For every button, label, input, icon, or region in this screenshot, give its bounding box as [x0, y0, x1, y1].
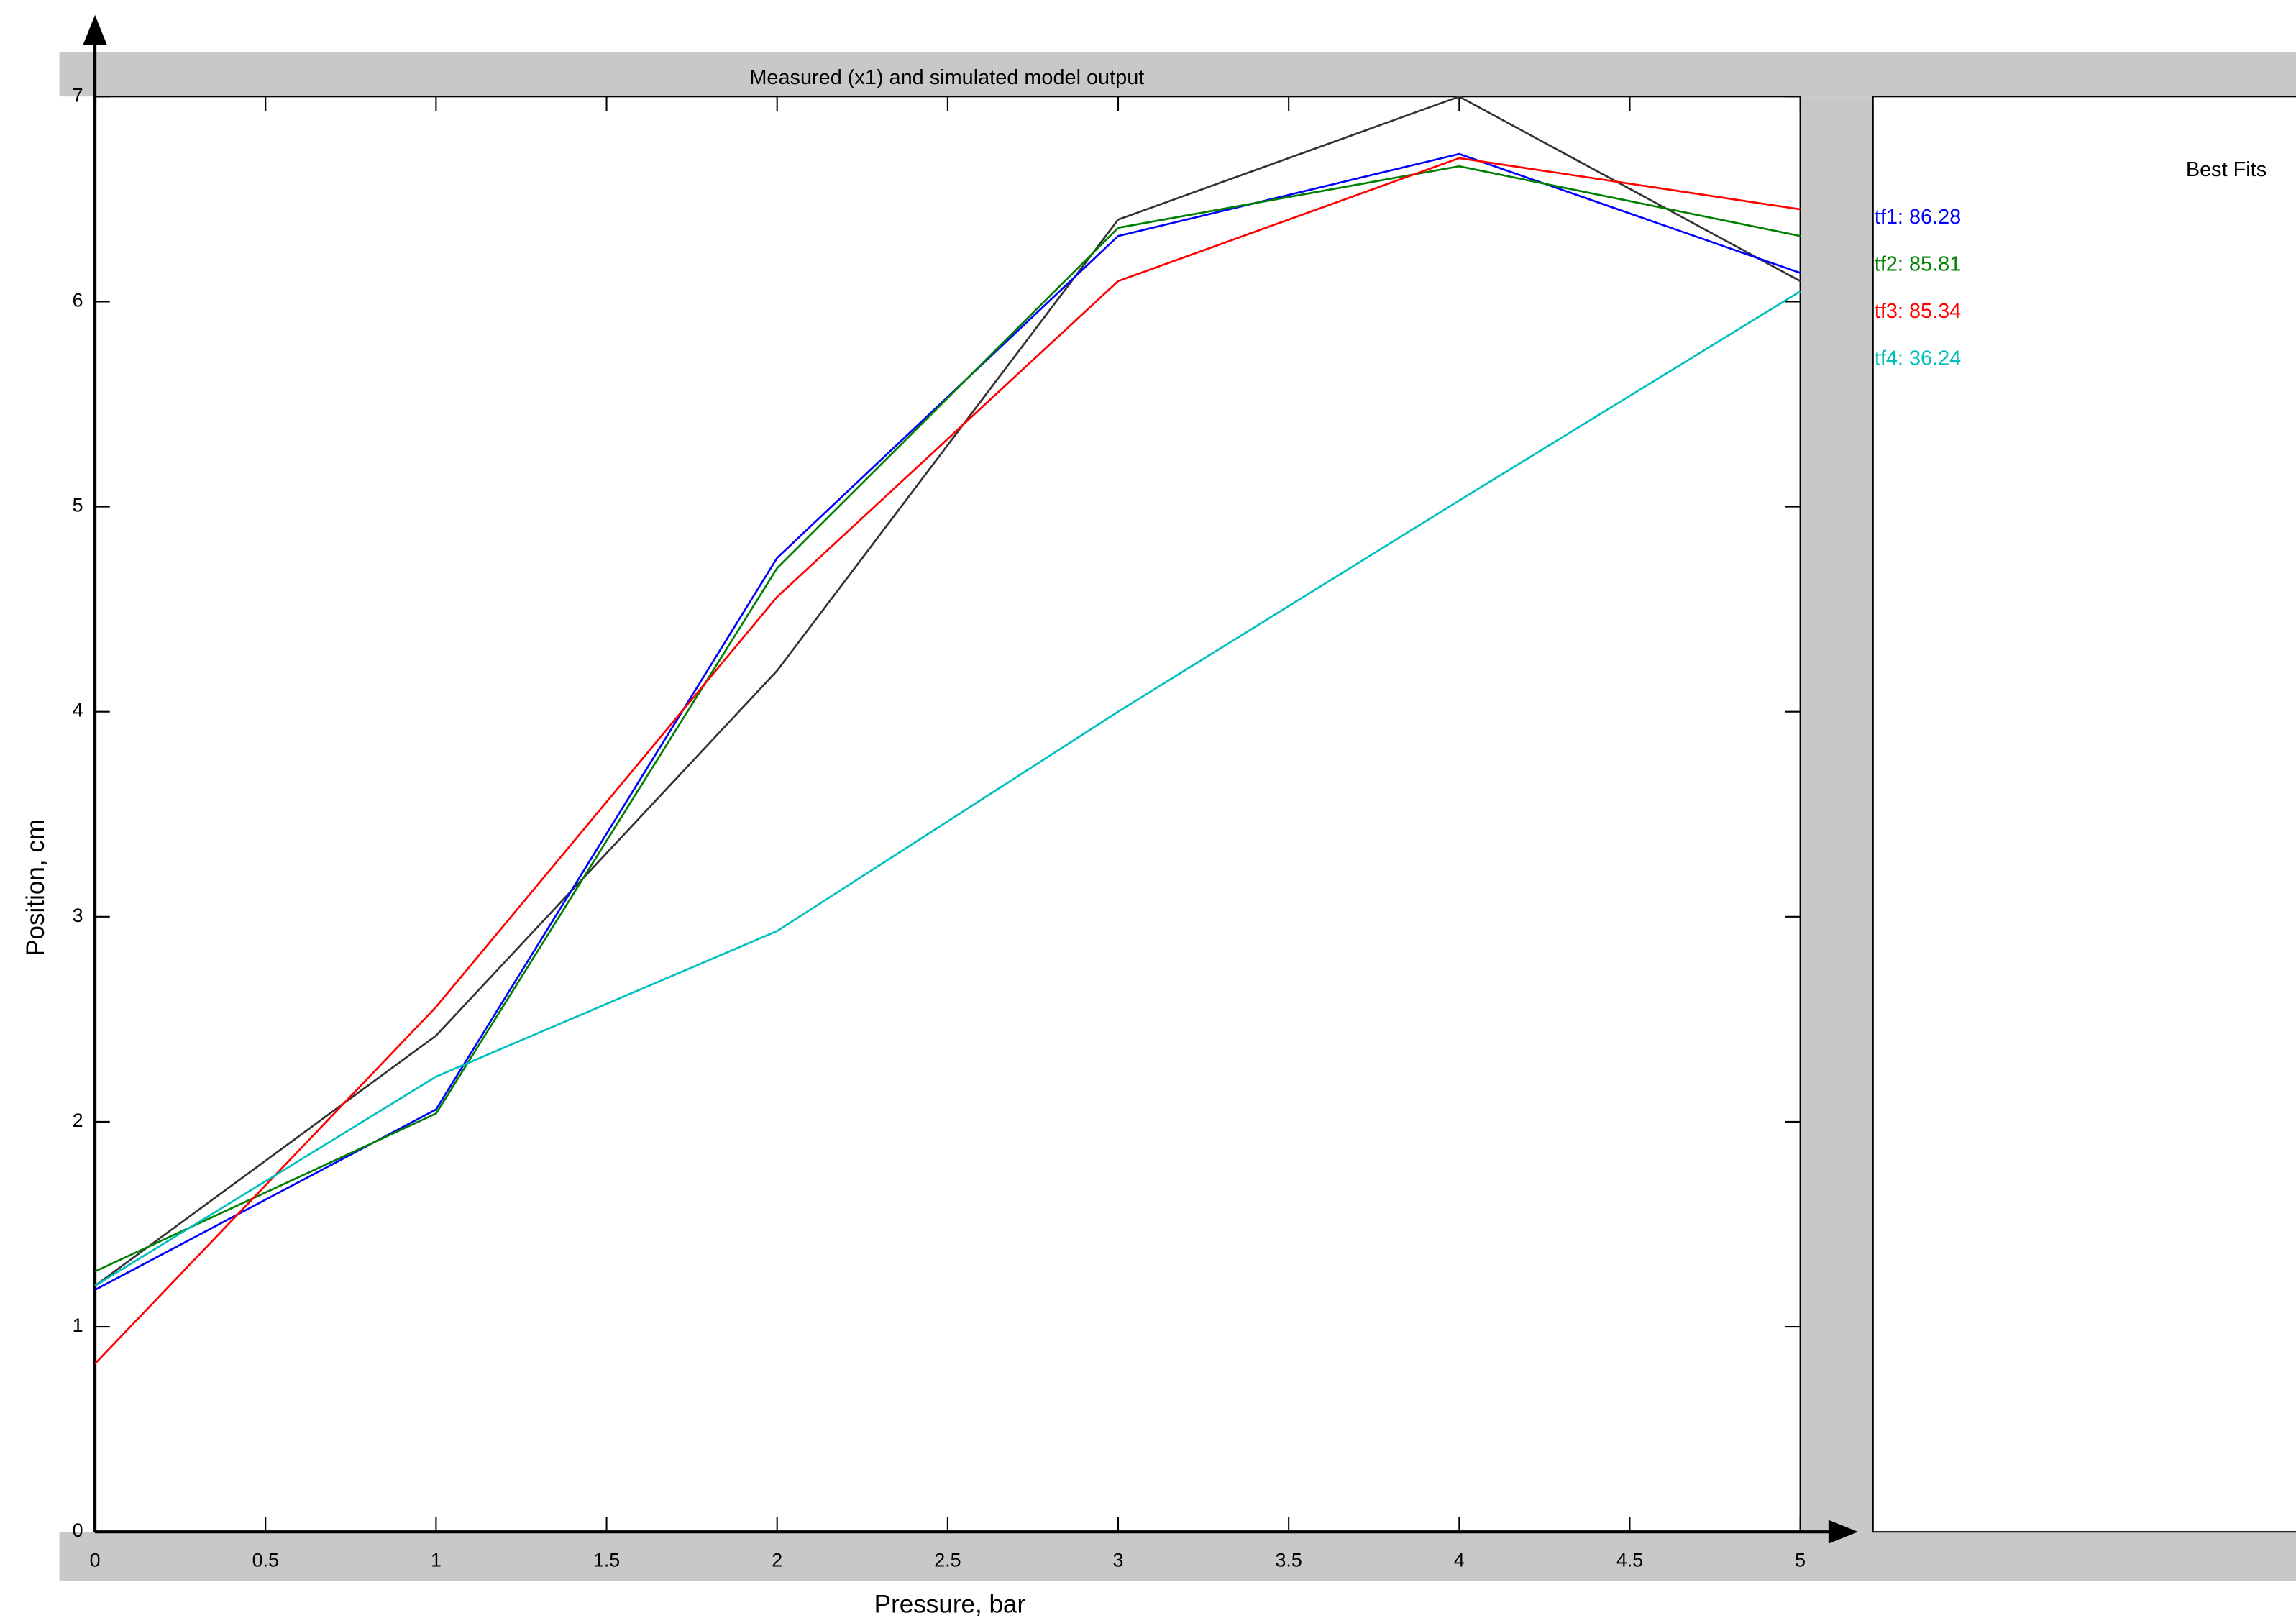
y-tick-label: 0: [73, 1519, 83, 1541]
x-tick-label: 4.5: [1616, 1550, 1643, 1571]
y-tick-label: 7: [73, 84, 83, 106]
series-line: [94, 165, 1801, 1273]
x-tick-label: 1: [431, 1550, 442, 1571]
series-line: [94, 95, 1801, 1287]
x-axis-label: Pressure, bar: [874, 1591, 1026, 1618]
y-tick-label: 5: [73, 495, 83, 516]
y-axis-arrow: [83, 14, 107, 45]
legend-panel: [1872, 96, 2296, 1533]
plot-area: [94, 96, 1801, 1533]
legend-entry: tf2: 85.81: [1875, 253, 1961, 276]
x-axis-arrow: [1828, 1519, 1859, 1544]
separator-band: [1800, 96, 1873, 1532]
legend-entry: tf4: 36.24: [1875, 347, 1961, 370]
x-tick-label: 5: [1795, 1550, 1806, 1571]
y-tick-label: 6: [73, 290, 83, 311]
legend-entry: tf1: 86.28: [1875, 206, 1961, 229]
title-band: [59, 52, 2296, 97]
series-line: [94, 291, 1801, 1287]
y-tick-label: 4: [73, 700, 83, 721]
series-line: [94, 157, 1801, 1365]
chart-title: Measured (x1) and simulated model output: [749, 66, 1144, 89]
x-tick-label: 2: [772, 1550, 782, 1571]
x-tick-label: 3: [1113, 1550, 1124, 1571]
y-axis-label: Position, cm: [22, 819, 50, 956]
x-tick-label: 3.5: [1276, 1550, 1302, 1571]
left-margin: [59, 96, 96, 1532]
x-tick-label: 4: [1454, 1550, 1465, 1571]
y-tick-label: 2: [73, 1110, 83, 1131]
y-tick-label: 1: [73, 1315, 83, 1336]
x-tick-label: 1.5: [593, 1550, 620, 1571]
x-tick-label: 0.5: [252, 1550, 279, 1571]
y-tick-label: 3: [73, 905, 83, 926]
legend-entry: tf3: 85.34: [1875, 300, 1961, 323]
bottom-band: [59, 1532, 2296, 1581]
x-tick-label: 2.5: [934, 1550, 961, 1571]
x-tick-label: 0: [90, 1550, 101, 1571]
legend-title: Best Fits: [2186, 158, 2267, 181]
